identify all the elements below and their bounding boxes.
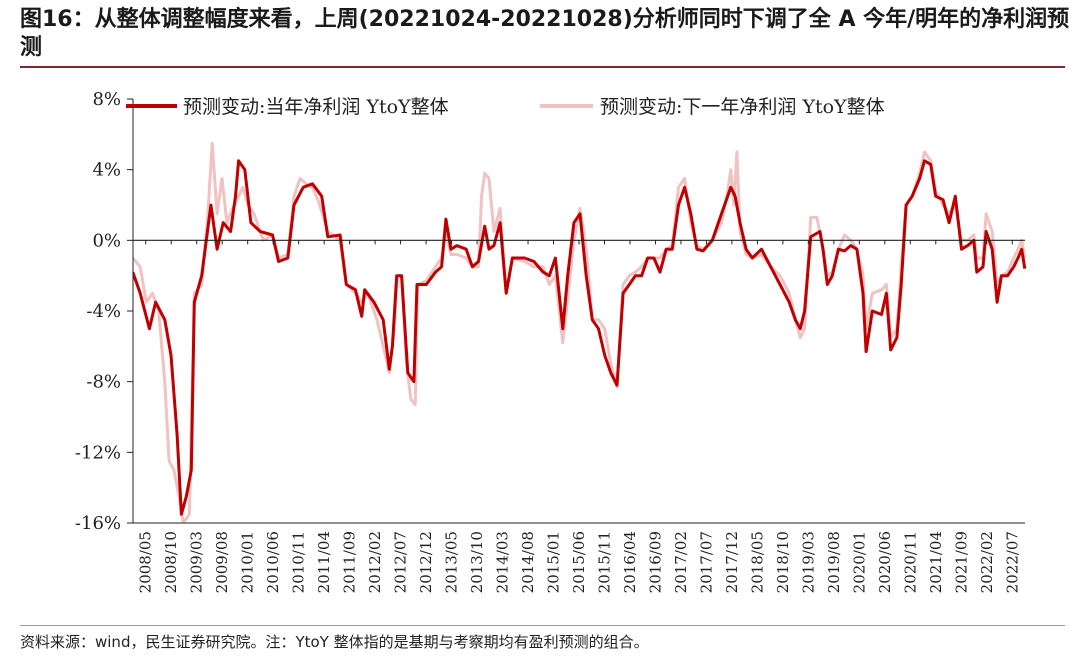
legend-label: 预测变动:当年净利润 YtoY整体	[183, 96, 449, 118]
x-tick-label: 2014/08	[519, 531, 537, 593]
axis-layer: 8% 4% 0% -4% -8% -12% -16% 2008/05 2008/10 2009/0…	[75, 89, 1025, 593]
x-tick-label: 2013/05	[443, 531, 461, 593]
x-tick-label: 2010/01	[239, 531, 257, 593]
x-tick-label: 2010/11	[290, 531, 308, 593]
title-divider	[20, 66, 1065, 68]
x-tick-label: 2018/10	[774, 531, 792, 593]
series-layer	[133, 141, 1027, 523]
y-tick-label: 4%	[92, 160, 121, 181]
y-tick-label: 8%	[92, 89, 121, 110]
x-tick-label: 2008/10	[162, 531, 180, 593]
y-tick-label: -16%	[75, 513, 121, 534]
series-line-next-year	[133, 141, 1027, 523]
x-tick-label: 2019/08	[825, 531, 843, 593]
x-tick-label: 2016/04	[621, 531, 639, 593]
chart-title: 图16：从整体调整幅度来看，上周(20221024-20221028)分析师同时…	[20, 7, 1070, 60]
x-tick-label: 2021/09	[952, 531, 970, 593]
x-tick-label: 2017/12	[723, 531, 741, 593]
y-tick-label: -8%	[86, 372, 121, 393]
x-tick-label: 2020/06	[876, 531, 894, 593]
x-tick-label: 2022/02	[978, 531, 996, 593]
y-tick-label: -12%	[75, 442, 121, 463]
legend-label: 预测变动:下一年净利润 YtoY整体	[600, 96, 885, 118]
x-tick-label: 2011/09	[341, 531, 359, 593]
x-tick-label: 2012/02	[366, 531, 384, 593]
x-tick-label: 2015/06	[570, 531, 588, 593]
source-divider	[20, 625, 1065, 626]
x-tick-label: 2020/11	[901, 531, 919, 593]
series-line-current-year	[133, 159, 1027, 516]
line-chart: 8% 4% 0% -4% -8% -12% -16% 2008/05 2008/10 2009/0…	[75, 89, 1027, 593]
legend-next-year: 预测变动:下一年净利润 YtoY整体	[540, 96, 885, 118]
x-tick-label: 2017/07	[697, 531, 715, 593]
x-tick-label: 2012/12	[417, 531, 435, 593]
x-tick-label: 2015/11	[595, 531, 613, 593]
x-tick-label: 2022/07	[1003, 531, 1021, 593]
x-tick-label: 2008/05	[137, 531, 155, 593]
x-tick-label: 2009/03	[188, 531, 206, 593]
y-tick-label: 0%	[92, 230, 121, 251]
legend: 预测变动:当年净利润 YtoY整体 预测变动:下一年净利润 YtoY整体	[126, 96, 885, 118]
x-tick-label: 2012/07	[392, 531, 410, 593]
x-tick-label: 2011/04	[315, 531, 333, 593]
x-tick-label: 2013/10	[468, 531, 486, 593]
x-tick-label: 2018/05	[748, 531, 766, 593]
x-tick-label: 2019/03	[799, 531, 817, 593]
x-tick-label: 2010/06	[264, 531, 282, 593]
x-tick-label: 2021/04	[927, 531, 945, 593]
x-tick-label: 2017/02	[672, 531, 690, 593]
x-tick-label: 2020/01	[850, 531, 868, 593]
x-tick-label: 2009/08	[213, 531, 231, 593]
x-tick-label: 2014/03	[494, 531, 512, 593]
y-tick-label: -4%	[86, 301, 121, 322]
x-tick-label: 2015/01	[545, 531, 563, 593]
legend-current-year: 预测变动:当年净利润 YtoY整体	[126, 96, 449, 118]
x-tick-label: 2016/09	[646, 531, 664, 593]
source-note: 资料来源：wind，民生证券研究院。注：YtoY 整体指的是基期与考察期均有盈利…	[20, 633, 649, 651]
